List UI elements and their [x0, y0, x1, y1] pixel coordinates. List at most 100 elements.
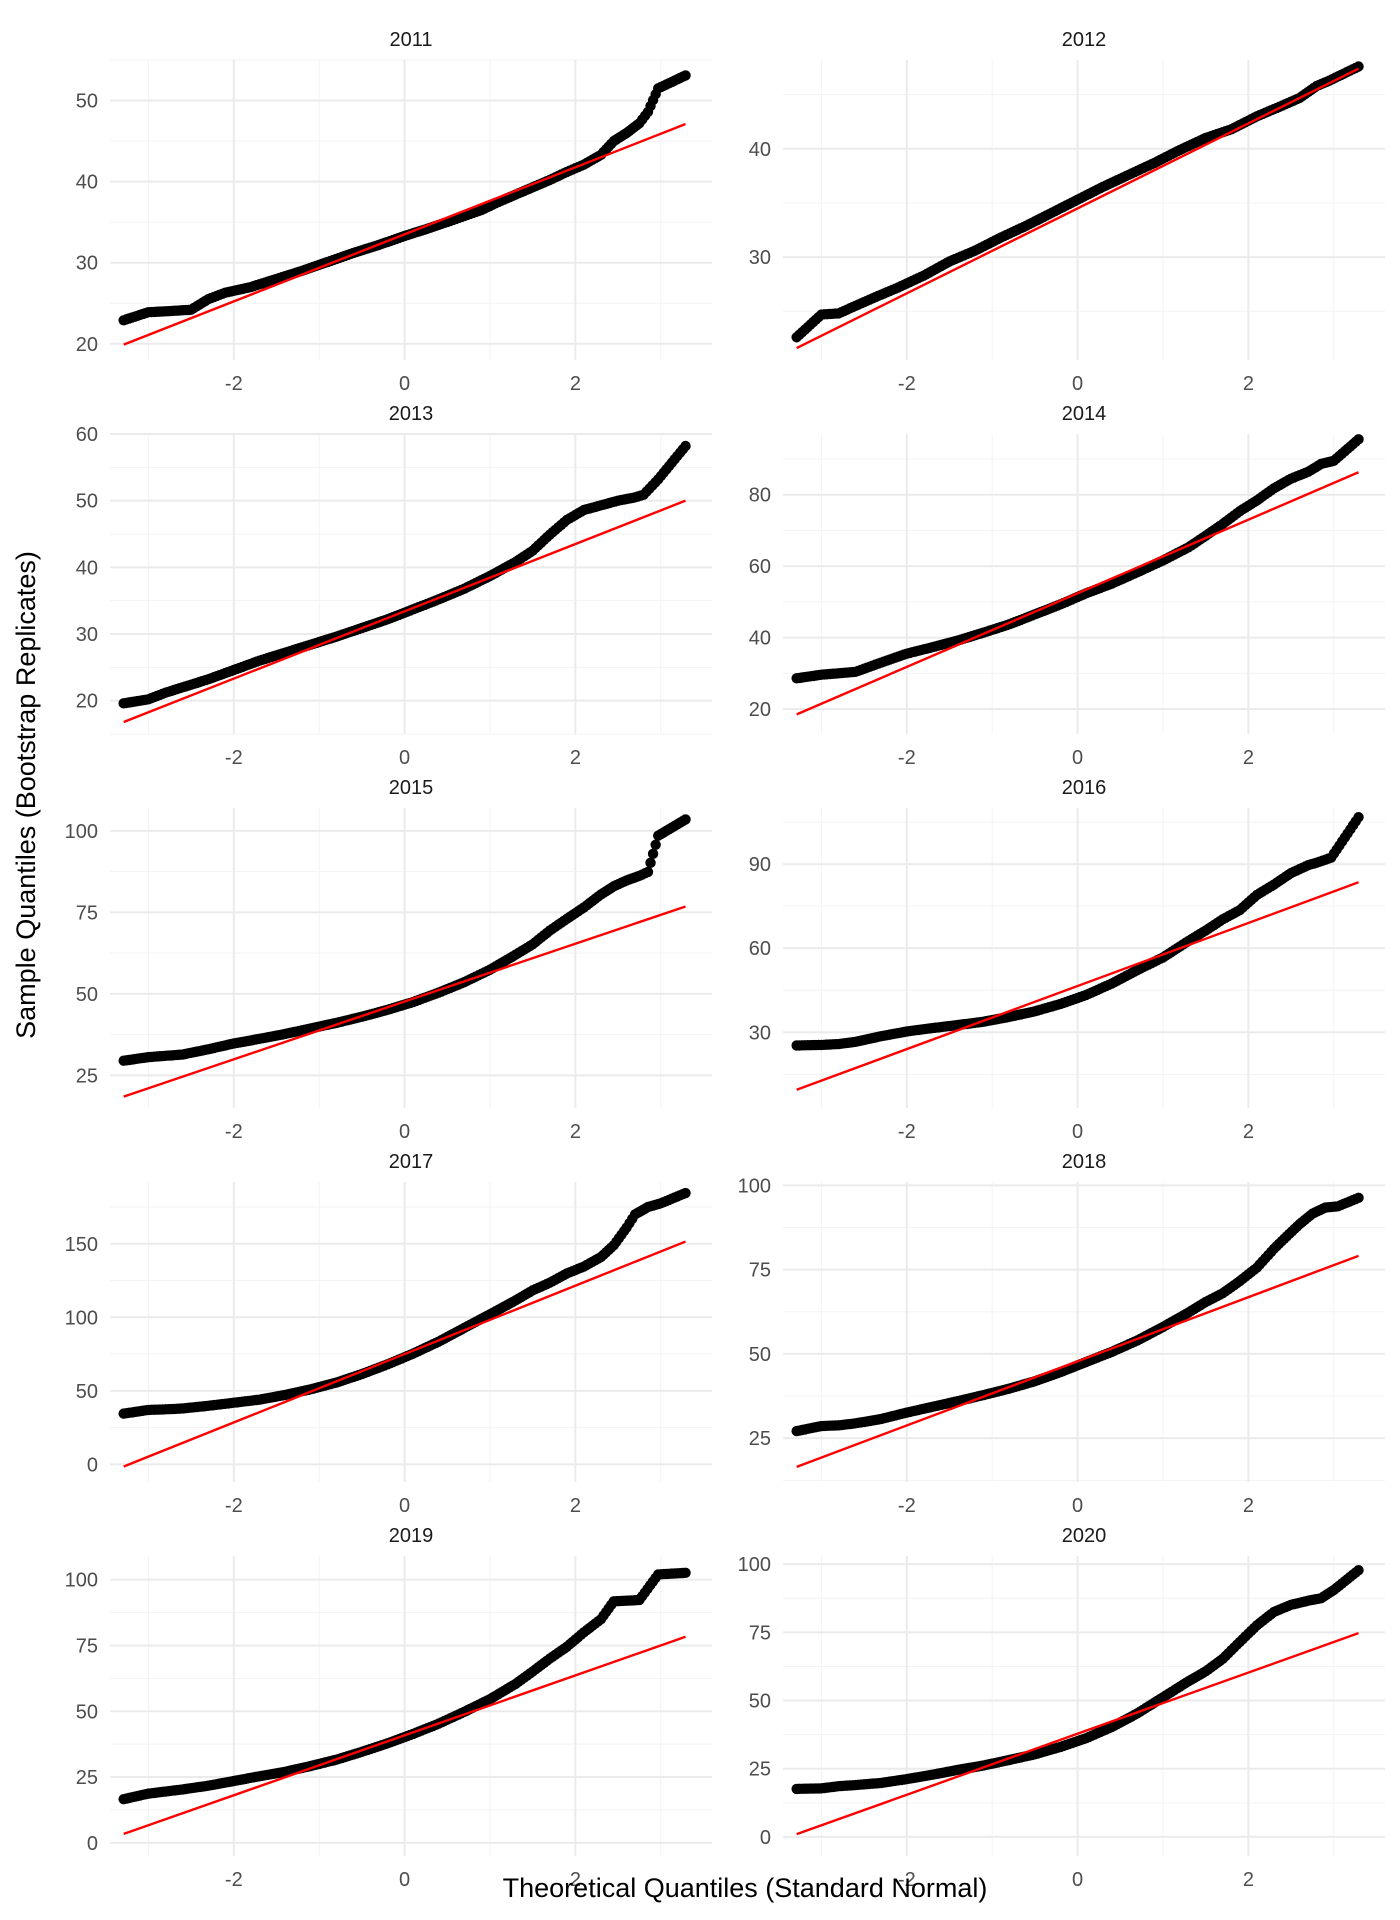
y-tick-label: 50	[749, 1691, 771, 1713]
sample-quantile-point	[202, 1400, 214, 1412]
x-tick-label: 0	[1072, 373, 1083, 395]
y-tick-label: 25	[749, 1759, 771, 1781]
sample-quantile-point	[1332, 1201, 1344, 1212]
sample-quantile-point	[561, 913, 573, 925]
panel-title: 2013	[389, 403, 434, 425]
sample-quantile-point	[177, 1049, 188, 1060]
sample-quantile-point	[850, 1036, 861, 1048]
reference-line	[796, 471, 1360, 716]
qq-panel-2019: 2019 -2 0 2 0 25 50 75 100	[65, 1525, 712, 1891]
sample-quantile-point	[875, 1777, 887, 1789]
point-cloud	[791, 61, 1364, 343]
sample-quantile-point	[642, 1201, 654, 1213]
sample-quantile-point	[118, 315, 129, 326]
y-tick-label: 75	[76, 902, 98, 924]
sample-quantile-point	[1328, 455, 1339, 466]
panel-title: 2014	[1062, 403, 1107, 425]
x-tick-label: 2	[1243, 1869, 1254, 1891]
y-tick-label: 25	[749, 1428, 771, 1450]
sample-quantile-point	[279, 1766, 291, 1777]
sample-quantile-point	[1353, 434, 1364, 445]
y-tick-label: 0	[87, 1454, 98, 1476]
y-tick-label: 60	[76, 424, 98, 446]
sample-quantile-point	[254, 1394, 265, 1405]
sample-quantile-point	[1106, 978, 1117, 989]
sample-quantile-point	[816, 1039, 827, 1051]
sample-quantile-point	[143, 1788, 154, 1799]
sample-quantile-point	[642, 866, 654, 878]
sample-quantile-point	[638, 489, 649, 500]
sample-quantile-point	[791, 673, 802, 684]
sample-quantile-point	[544, 925, 555, 936]
sample-quantile-point	[527, 939, 538, 950]
y-tick-label: 20	[76, 334, 98, 356]
panel-title: 2019	[389, 1525, 434, 1547]
sample-quantile-point	[1217, 1288, 1228, 1299]
sample-quantile-point	[1268, 1243, 1280, 1254]
y-tick-label: 25	[76, 1767, 98, 1789]
sample-quantile-point	[595, 1251, 607, 1263]
x-tick-label: 0	[399, 373, 410, 395]
panel-title: 2017	[389, 1151, 434, 1173]
y-tick-label: 80	[749, 485, 771, 507]
sample-quantile-point	[160, 687, 171, 698]
sample-quantile-point	[544, 1277, 555, 1288]
sample-quantile-point	[1055, 998, 1066, 1010]
sample-quantile-point	[653, 1569, 664, 1580]
sample-quantile-point	[927, 642, 938, 653]
x-tick-label: 2	[1243, 1495, 1254, 1517]
sample-quantile-point	[1200, 1296, 1211, 1308]
sample-quantile-point	[1294, 1218, 1305, 1230]
sample-quantile-point	[1029, 1006, 1041, 1017]
sample-quantile-point	[952, 1764, 964, 1776]
sample-quantile-point	[1080, 1732, 1092, 1744]
x-tick-label: 2	[570, 747, 581, 769]
sample-quantile-point	[544, 1653, 555, 1664]
sample-quantile-point	[1251, 889, 1263, 901]
sample-quantile-point	[202, 1780, 214, 1791]
sample-quantile-point	[612, 495, 624, 506]
sample-quantile-point	[850, 666, 861, 678]
sample-quantile-point	[634, 870, 645, 882]
sample-quantile-point	[621, 1222, 632, 1233]
sample-quantile-point	[578, 504, 590, 516]
x-axis-title: Theoretical Quantiles (Standard Normal)	[503, 1873, 988, 1903]
sample-quantile-point	[1183, 1675, 1194, 1687]
y-tick-label: 100	[65, 821, 98, 843]
point-cloud	[791, 434, 1364, 684]
sample-quantile-point	[561, 514, 573, 526]
y-tick-label: 60	[749, 938, 771, 960]
sample-quantile-point	[1021, 220, 1032, 231]
y-tick-label: 25	[76, 1065, 98, 1087]
sample-quantile-point	[561, 1641, 573, 1652]
sample-quantile-point	[875, 657, 887, 668]
x-tick-label: -2	[898, 1869, 916, 1891]
qq-panel-2011: 2011 -2 0 2 20 30 40 50	[76, 29, 712, 395]
sample-quantile-point	[118, 1408, 129, 1419]
sample-quantile-point	[653, 83, 664, 94]
y-tick-label: 30	[749, 247, 771, 269]
sample-quantile-point	[527, 545, 538, 556]
sample-quantile-point	[118, 1055, 129, 1066]
y-tick-label: 150	[65, 1234, 98, 1256]
sample-quantile-point	[1353, 1192, 1364, 1204]
sample-quantile-point	[927, 1022, 938, 1034]
sample-quantile-point	[228, 1775, 240, 1787]
sample-quantile-point	[893, 282, 904, 293]
y-tick-label: 50	[76, 984, 98, 1006]
sample-quantile-point	[1072, 194, 1083, 205]
sample-quantile-point	[279, 1389, 291, 1401]
sample-quantile-point	[621, 875, 632, 886]
sample-quantile-point	[1234, 505, 1246, 517]
sample-quantile-point	[944, 256, 955, 267]
sample-quantile-point	[816, 669, 827, 680]
qq-panel-2016: 2016 -2 0 2 30 60 90	[749, 777, 1385, 1143]
sample-quantile-point	[655, 1198, 666, 1209]
sample-quantile-point	[544, 529, 555, 540]
sample-quantile-point	[1315, 458, 1327, 470]
sample-quantile-point	[595, 889, 607, 900]
sample-quantile-point	[1029, 1749, 1041, 1760]
sample-quantile-point	[680, 814, 691, 825]
y-tick-label: 75	[749, 1622, 771, 1644]
sample-quantile-point	[680, 440, 691, 452]
